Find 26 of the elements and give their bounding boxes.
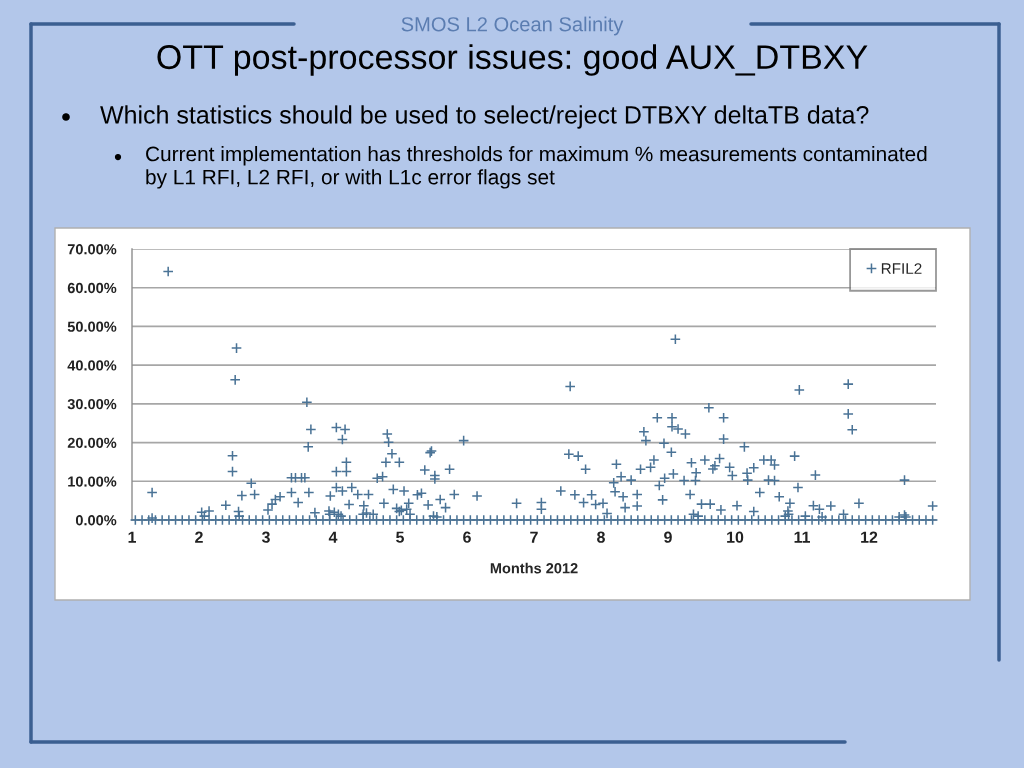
text: Current implementation has thresholds for maximum % measurements contaminated by L1 RFI, L2 RFI, or with L1c error flags set bbox=[146, 146, 927, 189]
x-tick-label: 2 bbox=[195, 531, 203, 543]
legend-label: RFIL2 bbox=[881, 263, 922, 274]
text: Which statistics should be used to select/reject DTBXY deltaTB data? bbox=[100, 105, 869, 129]
text: SMOS L2 Ocean Salinity bbox=[401, 16, 624, 36]
y-tick-label: 30.00% bbox=[67, 398, 117, 410]
x-tick-label: 11 bbox=[794, 531, 810, 543]
x-tick-label: 4 bbox=[328, 531, 338, 543]
x-tick-label: 7 bbox=[530, 531, 538, 543]
y-tick-label: 20.00% bbox=[67, 437, 117, 448]
x-tick-label: 1 bbox=[128, 531, 136, 543]
chart-title: OTT post-processor issues: good AUX_DTBXY bbox=[157, 44, 868, 76]
x-tick-label: 10 bbox=[727, 531, 744, 543]
x-tick-label: 9 bbox=[664, 531, 672, 543]
x-tick-label: 3 bbox=[261, 531, 270, 543]
x-axis-title: Months 2012 bbox=[490, 562, 578, 574]
x-tick-label: 12 bbox=[861, 531, 878, 543]
x-tick-label: 6 bbox=[463, 531, 471, 543]
y-tick-label: 60.00% bbox=[67, 282, 117, 294]
y-tick-label: 50.00% bbox=[67, 321, 117, 332]
y-tick-label: 70.00% bbox=[67, 244, 117, 255]
y-tick-label: 10.00% bbox=[68, 476, 117, 487]
x-tick-label: 8 bbox=[597, 531, 605, 543]
y-tick-label: 40.00% bbox=[67, 360, 117, 371]
x-tick-label: 5 bbox=[396, 531, 404, 543]
y-tick-label: 0.00% bbox=[75, 515, 117, 526]
